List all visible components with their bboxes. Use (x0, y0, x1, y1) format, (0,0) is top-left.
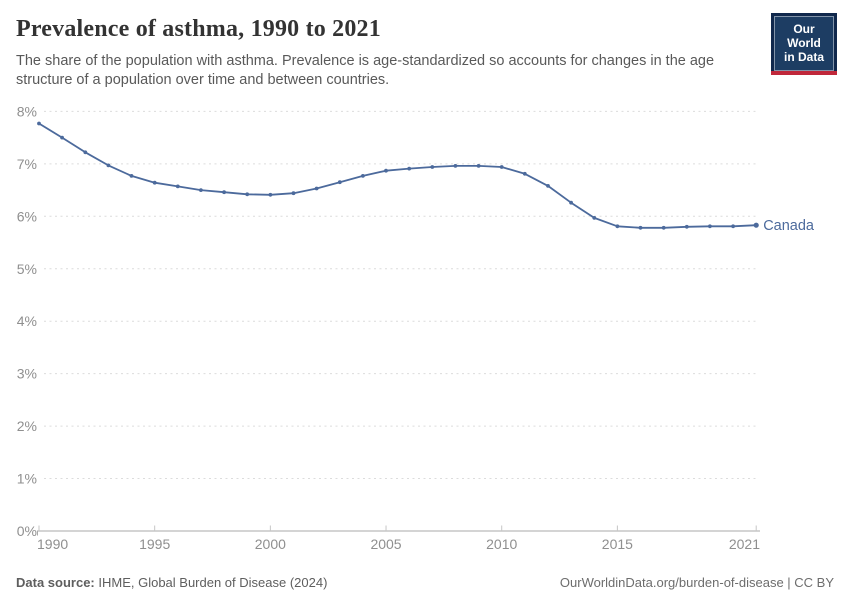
data-point[interactable] (592, 216, 597, 220)
owid-logo-text: Our World in Data (774, 16, 834, 71)
data-point[interactable] (499, 165, 504, 169)
owid-logo[interactable]: Our World in Data (771, 13, 837, 75)
data-point[interactable] (638, 225, 643, 230)
x-axis-tick-label: 2015 (602, 536, 633, 552)
y-axis-tick-label: 1% (17, 471, 37, 487)
y-axis-tick-label: 0% (17, 523, 37, 539)
x-axis-tick-label: 2000 (255, 536, 286, 552)
y-axis-tick-label: 6% (17, 208, 37, 224)
data-point[interactable] (430, 165, 435, 169)
data-point[interactable] (546, 184, 550, 188)
data-point[interactable] (453, 164, 458, 168)
x-axis-tick-label: 1995 (139, 536, 170, 552)
data-point[interactable] (407, 166, 412, 171)
data-point[interactable] (476, 164, 481, 168)
series-label: Canada (763, 218, 815, 234)
data-point[interactable] (384, 168, 388, 173)
data-point[interactable] (731, 224, 735, 229)
data-point[interactable] (753, 222, 759, 228)
data-point[interactable] (522, 171, 527, 176)
x-axis-tick-label: 2021 (729, 536, 760, 552)
data-point[interactable] (222, 190, 227, 195)
credit-line[interactable]: OurWorldinData.org/burden-of-disease | C… (559, 575, 834, 590)
data-point[interactable] (268, 192, 273, 197)
data-point[interactable] (661, 225, 666, 230)
data-point[interactable] (37, 121, 41, 126)
data-point[interactable] (291, 191, 296, 196)
data-point[interactable] (60, 135, 64, 140)
data-point[interactable] (708, 224, 712, 229)
data-point[interactable] (129, 174, 134, 178)
data-point[interactable] (83, 150, 88, 155)
y-axis-tick-label: 7% (17, 156, 37, 172)
owid-logo-line2: in Data (783, 50, 824, 64)
y-axis-tick-label: 4% (17, 313, 37, 329)
data-point[interactable] (615, 224, 620, 229)
y-axis-tick-label: 3% (17, 366, 37, 382)
data-point[interactable] (152, 180, 157, 185)
data-point[interactable] (569, 200, 573, 205)
y-axis-tick-label: 5% (17, 261, 37, 277)
data-point[interactable] (245, 192, 250, 197)
data-point[interactable] (175, 184, 180, 189)
trend-line[interactable] (38, 122, 758, 229)
data-source-text: IHME, Global Burden of Disease (2024) (94, 575, 328, 590)
x-axis-tick-label: 2005 (370, 536, 401, 552)
x-axis-tick-label: 1990 (37, 536, 68, 552)
data-point[interactable] (106, 163, 111, 168)
x-axis-tick-label: 2010 (486, 536, 517, 552)
line-chart[interactable]: 0% 1% 2% 3% 4% 5% 6% 7% 8% 1990 1995 2000 2005 2010 20… (0, 100, 850, 555)
data-point[interactable] (684, 224, 689, 229)
data-source: Data source: IHME, Global Burden of Dise… (16, 575, 327, 590)
data-point[interactable] (361, 174, 365, 178)
owid-logo-line1: Our World (787, 22, 821, 50)
y-axis-tick-label: 2% (17, 418, 37, 434)
chart-footer: Data source: IHME, Global Burden of Dise… (16, 575, 834, 590)
data-source-label: Data source: (16, 575, 95, 590)
chart-title: Prevalence of asthma, 1990 to 2021 (16, 16, 381, 42)
data-point[interactable] (337, 180, 342, 185)
chart-subtitle: The share of the population with asthma.… (16, 53, 715, 88)
data-point[interactable] (314, 186, 319, 191)
owid-logo-red-bar (771, 71, 837, 75)
chart-area: 0% 1% 2% 3% 4% 5% 6% 7% 8% 1990 1995 2000 2005 2010 20… (0, 100, 850, 555)
y-axis-tick-label: 8% (17, 103, 37, 119)
data-point[interactable] (199, 188, 203, 192)
